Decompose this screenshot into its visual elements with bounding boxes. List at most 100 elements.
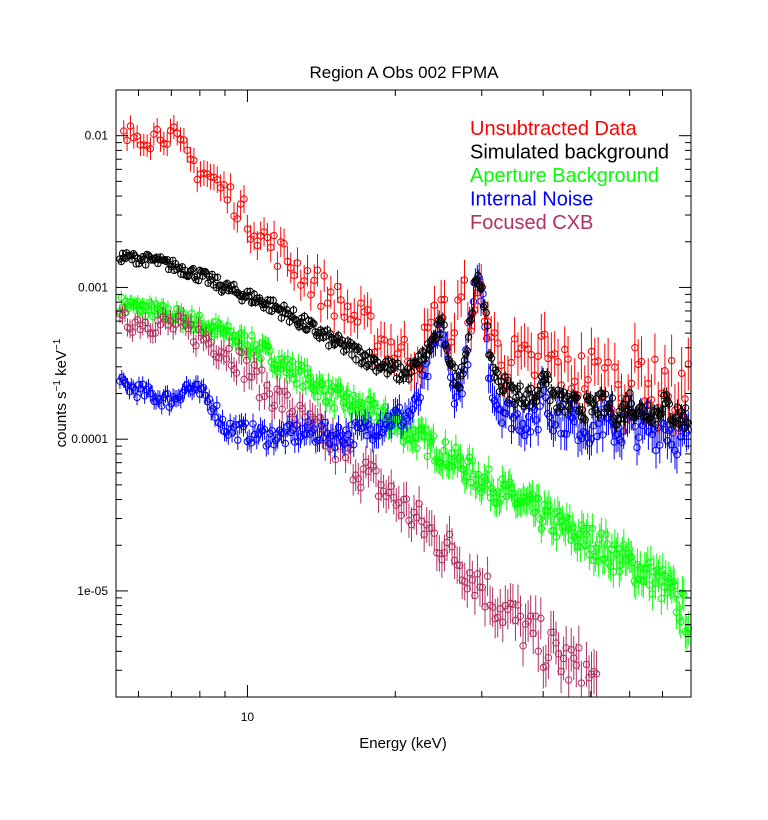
data-point (573, 393, 581, 402)
data-point (519, 419, 527, 428)
data-point (513, 410, 521, 418)
data-point (321, 442, 329, 450)
data-point (516, 612, 525, 620)
data-point (568, 413, 577, 422)
data-point (156, 321, 165, 329)
data-point (258, 366, 266, 374)
data-point (677, 617, 685, 626)
data-point (535, 390, 543, 399)
data-point (592, 670, 601, 678)
data-point (638, 421, 647, 430)
data-point (363, 431, 371, 440)
data-point (616, 415, 625, 423)
data-point (368, 362, 376, 370)
data-point (364, 467, 373, 475)
data-point (424, 372, 432, 381)
data-point (164, 321, 172, 329)
data-point (448, 543, 456, 551)
data-point (661, 426, 670, 434)
data-point (240, 331, 249, 339)
data-point (189, 338, 198, 346)
data-point (545, 412, 554, 421)
data-point (499, 618, 507, 627)
data-point (524, 413, 533, 421)
data-point (590, 667, 598, 676)
data-point (390, 364, 398, 372)
data-point (378, 428, 386, 437)
legend-entry: Internal Noise (470, 189, 593, 211)
data-point (534, 647, 542, 655)
data-point (264, 342, 273, 351)
data-point (637, 357, 646, 366)
data-point (481, 301, 489, 310)
data-point (572, 661, 580, 669)
data-point (121, 309, 129, 317)
data-point (133, 393, 141, 402)
data-point (677, 408, 686, 416)
data-point (468, 457, 477, 465)
data-point (312, 438, 320, 446)
data-point (330, 404, 339, 412)
data-point (576, 543, 585, 551)
data-point (453, 382, 462, 390)
series-layer (116, 114, 693, 697)
data-point (430, 529, 439, 537)
data-point (213, 273, 222, 281)
data-point (673, 451, 681, 459)
data-point (224, 431, 232, 439)
data-point (647, 396, 656, 404)
data-point (331, 455, 340, 464)
data-point (255, 394, 264, 402)
data-point (295, 323, 303, 331)
data-point (507, 358, 515, 367)
data-point (164, 304, 172, 312)
data-point (614, 545, 622, 553)
data-point (637, 402, 645, 411)
data-point (405, 375, 413, 383)
data-point (384, 488, 393, 497)
data-point (265, 390, 274, 398)
data-point (481, 603, 489, 611)
data-point (337, 296, 345, 304)
data-point (353, 318, 362, 326)
data-point (257, 354, 265, 363)
data-point (464, 457, 472, 465)
data-point (215, 354, 223, 362)
data-point (478, 583, 487, 592)
data-point (273, 262, 282, 271)
data-point (422, 351, 431, 359)
data-point (486, 374, 495, 383)
data-point (485, 465, 493, 473)
ticks-layer (116, 89, 692, 698)
data-point (476, 583, 484, 591)
data-point (179, 314, 187, 322)
data-point (417, 356, 425, 364)
data-point (523, 390, 531, 398)
data-point (460, 366, 468, 374)
data-point (453, 561, 461, 569)
data-point (602, 530, 610, 539)
data-point (263, 381, 271, 389)
data-point (192, 321, 201, 329)
data-point (669, 429, 677, 437)
data-point (141, 261, 150, 269)
data-point (474, 470, 483, 479)
data-point (408, 405, 417, 414)
data-point (449, 462, 457, 471)
data-point (159, 313, 167, 321)
data-point (268, 426, 276, 435)
data-point (626, 389, 634, 397)
data-point (247, 299, 256, 307)
data-point (599, 431, 607, 439)
data-point (532, 416, 540, 424)
data-point (306, 373, 315, 381)
data-point (372, 467, 380, 475)
data-point (397, 363, 405, 371)
data-point (395, 403, 404, 412)
data-point (570, 654, 578, 662)
data-point (357, 424, 366, 433)
data-point (235, 420, 244, 429)
data-point (450, 329, 459, 337)
